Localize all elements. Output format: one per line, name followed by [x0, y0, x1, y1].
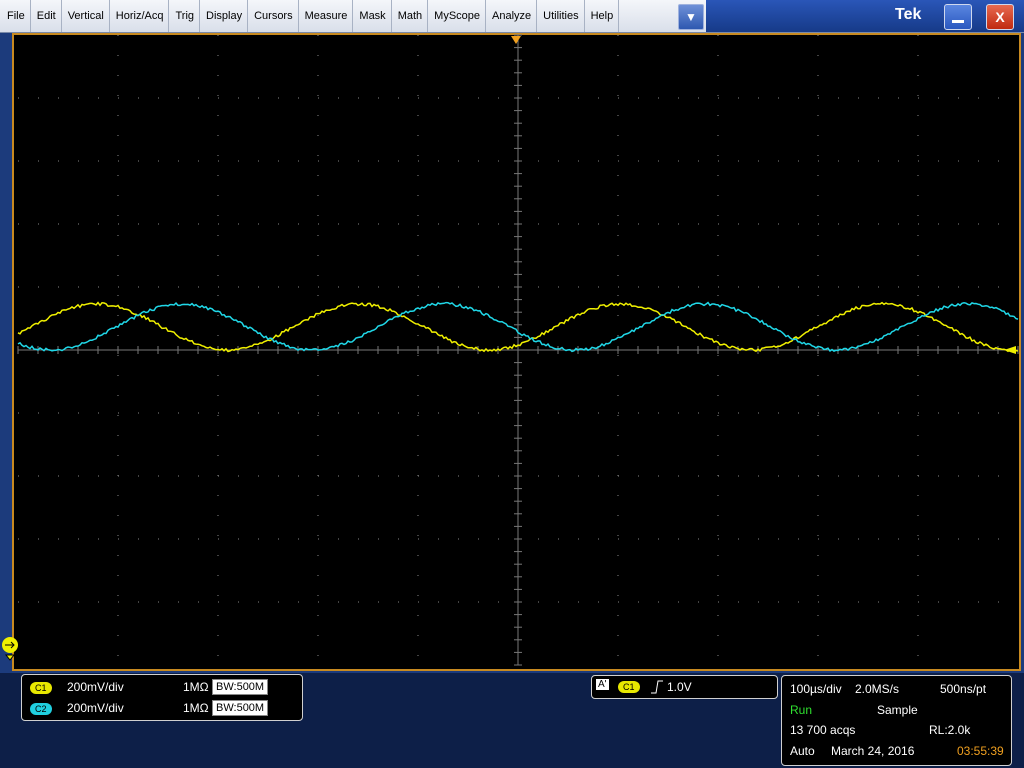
menu-item[interactable]: Mask [354, 0, 391, 32]
record-length: RL:2.0k [929, 723, 970, 737]
title-area [706, 0, 1024, 32]
acquisition-mode: Sample [877, 703, 918, 717]
close-button[interactable]: X [986, 4, 1014, 30]
menu-item[interactable]: Edit [32, 0, 62, 32]
menu-item[interactable]: Analyze [487, 0, 537, 32]
input-impedance: 1MΩ [183, 680, 209, 694]
minimize-button[interactable] [944, 4, 972, 30]
menu-bar: ▼ Tek X File Edit Vertical Horiz/Acq Trig Dis… [0, 0, 1024, 33]
graticule-border [13, 34, 1020, 670]
input-impedance: 1MΩ [183, 701, 209, 715]
menu-item[interactable]: Trig [170, 0, 200, 32]
scope-display [0, 33, 1024, 673]
channel-badge: C1 [30, 682, 52, 694]
vertical-scale: 200mV/div [67, 680, 124, 694]
resolution: 500ns/pt [940, 682, 986, 696]
trigger-mode: Auto [790, 744, 815, 758]
menu-item[interactable]: Help [586, 0, 620, 32]
rising-edge-icon [650, 679, 664, 695]
menu-item[interactable]: Utilities [538, 0, 584, 32]
menu-item[interactable]: File [2, 0, 31, 32]
acquisition-count: 13 700 acqs [790, 723, 855, 737]
menu-item[interactable]: MyScope [429, 0, 486, 32]
vertical-scale: 200mV/div [67, 701, 124, 715]
bandwidth-limit: BW:500M [212, 700, 268, 716]
trigger-channel: C1 [618, 681, 640, 693]
dropdown-button[interactable]: ▼ [678, 4, 704, 30]
menu-item[interactable]: Display [201, 0, 248, 32]
menu-item[interactable]: Cursors [249, 0, 299, 32]
menu-item[interactable]: Vertical [63, 0, 110, 32]
sample-rate: 2.0MS/s [855, 682, 899, 696]
trigger-source: A' [596, 679, 609, 690]
trigger-level: 1.0V [667, 680, 692, 694]
trigger-panel: A' C1 1.0V [591, 675, 778, 699]
channel-panel: C1 200mV/div 1MΩ BW:500M C2 200mV/div 1MΩ BW:50… [21, 674, 303, 721]
bandwidth-limit: BW:500M [212, 679, 268, 695]
date: March 24, 2016 [831, 744, 914, 758]
timebase: 100µs/div [790, 682, 842, 696]
brand: Tek [895, 6, 921, 24]
time: 03:55:39 [957, 744, 1004, 758]
menu-item[interactable]: Measure [300, 0, 354, 32]
acquisition-panel: 100µs/div 2.0MS/s 500ns/pt Run Sample 13… [781, 675, 1012, 766]
menu-item[interactable]: Horiz/Acq [111, 0, 170, 32]
channel-badge: C2 [30, 703, 52, 715]
menu-item[interactable]: Math [393, 0, 428, 32]
run-state: Run [790, 703, 812, 717]
